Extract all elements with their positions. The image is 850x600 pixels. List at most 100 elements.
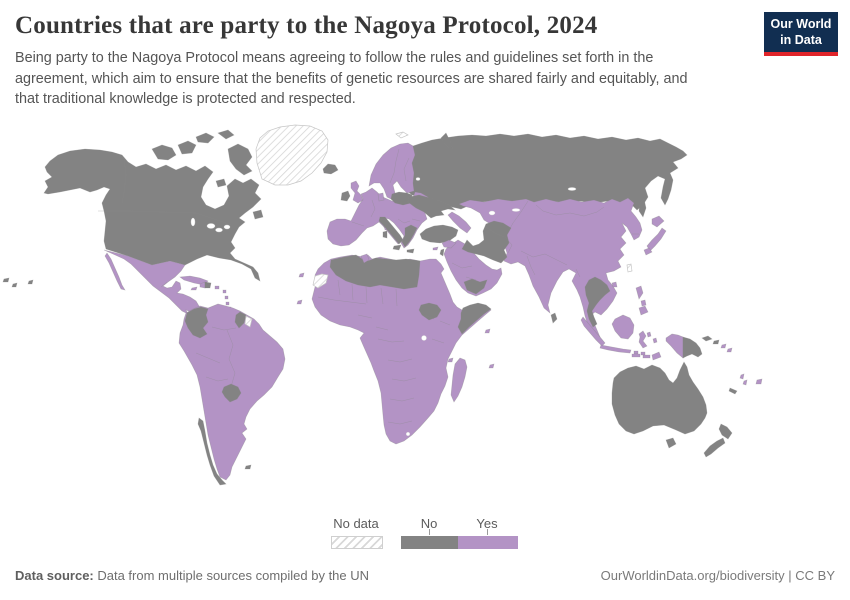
country-border-line — [389, 148, 410, 184]
region-hawaii[interactable] — [2, 277, 34, 288]
chart-subtitle: Being party to the Nagoya Protocol means… — [15, 50, 688, 108]
data-source-note: Data source: Data from multiple sources … — [15, 568, 369, 583]
region-hispaniola-east[interactable] — [204, 281, 212, 289]
region-bali[interactable] — [633, 350, 639, 355]
region-japan-honshu[interactable] — [646, 227, 667, 252]
region-paraguay[interactable] — [221, 383, 242, 403]
region-denmark[interactable] — [377, 192, 385, 202]
data-source-label: Data source: — [15, 568, 94, 583]
region-iceland[interactable] — [322, 163, 339, 175]
region-novaya-zemlya[interactable] — [440, 132, 454, 150]
region-timor[interactable] — [651, 351, 662, 361]
region-mauritius[interactable] — [488, 363, 495, 369]
region-scandinavia[interactable] — [368, 142, 416, 201]
region-philippines-visayas[interactable] — [640, 299, 647, 307]
region-yemen[interactable] — [463, 278, 488, 295]
region-new-caledonia[interactable] — [728, 387, 738, 395]
region-vanuatu[interactable] — [739, 373, 748, 386]
region-new-guinea-west[interactable] — [665, 333, 684, 359]
region-baja-california[interactable] — [104, 252, 126, 291]
region-chile[interactable] — [197, 417, 227, 486]
region-philippines-mindanao[interactable] — [638, 305, 649, 316]
legend-tick — [429, 529, 430, 535]
region-australia[interactable] — [611, 361, 708, 435]
region-borneo[interactable] — [611, 314, 635, 340]
region-lesser-antilles[interactable] — [222, 289, 232, 311]
region-sardinia[interactable] — [382, 230, 388, 239]
region-java[interactable] — [599, 344, 632, 354]
region-russia[interactable] — [394, 133, 688, 211]
region-hainan[interactable] — [611, 281, 618, 288]
region-sicily[interactable] — [392, 244, 402, 251]
region-jamaica[interactable] — [190, 286, 198, 291]
region-tasmania[interactable] — [665, 437, 677, 449]
region-madagascar[interactable] — [450, 357, 468, 403]
region-greenland[interactable] — [255, 124, 329, 186]
region-lombok[interactable] — [640, 351, 646, 356]
region-caucasus[interactable] — [447, 211, 472, 234]
legend-swatch-yes[interactable] — [458, 536, 518, 549]
lake-great-lakes — [223, 224, 231, 230]
region-solomon-islands[interactable] — [720, 343, 733, 353]
region-thailand-laos[interactable] — [584, 276, 611, 328]
lake-great-lakes — [206, 223, 216, 229]
legend-swatch-no-data[interactable] — [331, 536, 383, 549]
country-border-line — [317, 296, 367, 305]
credit-link[interactable]: OurWorldinData.org/biodiversity | CC BY — [600, 568, 835, 583]
region-fiji[interactable] — [755, 378, 763, 385]
region-guyana[interactable] — [234, 311, 247, 329]
logo-line-1: Our World — [770, 17, 832, 31]
region-ukraine[interactable] — [407, 194, 457, 219]
region-new-britain[interactable] — [701, 335, 720, 345]
region-sri-lanka[interactable] — [550, 312, 558, 324]
region-taiwan[interactable] — [626, 263, 633, 273]
region-africa[interactable] — [311, 254, 492, 445]
country-border-line — [160, 281, 168, 288]
region-somalia[interactable] — [457, 302, 492, 335]
region-new-zealand-south[interactable] — [703, 437, 726, 458]
region-iran-turkmenistan[interactable] — [461, 220, 512, 264]
region-greece[interactable] — [401, 224, 418, 248]
region-philippines-luzon[interactable] — [635, 285, 644, 300]
region-italy[interactable] — [378, 216, 404, 245]
region-israel[interactable] — [439, 248, 445, 257]
owid-logo: Our World in Data — [764, 12, 838, 57]
region-western-sahara[interactable] — [312, 273, 329, 289]
region-ireland[interactable] — [340, 190, 351, 202]
region-tunisia[interactable] — [360, 253, 370, 264]
region-comoros[interactable] — [447, 357, 454, 363]
region-syria[interactable] — [441, 239, 457, 249]
region-cyprus[interactable] — [432, 246, 439, 251]
legend-label-no: No — [420, 516, 438, 531]
region-svalbard[interactable] — [395, 131, 409, 139]
region-japan-hokkaido[interactable] — [651, 215, 665, 228]
legend-swatch-no[interactable] — [401, 536, 458, 549]
region-arctic-islands[interactable] — [151, 129, 264, 220]
region-north-america[interactable] — [43, 148, 262, 282]
region-crete[interactable] — [406, 248, 415, 254]
region-papua-new-guinea[interactable] — [682, 336, 703, 359]
region-turkey[interactable] — [419, 224, 459, 244]
region-cape-verde[interactable] — [296, 299, 303, 305]
region-puerto-rico[interactable] — [214, 285, 220, 290]
region-moluccas[interactable] — [646, 331, 658, 344]
region-south-sudan[interactable] — [418, 302, 442, 321]
lake-baikal — [567, 187, 577, 191]
lake-great-lakes — [215, 227, 223, 233]
region-suriname[interactable] — [244, 315, 253, 328]
region-falkland-islands[interactable] — [244, 464, 252, 470]
country-border-line — [535, 204, 605, 217]
region-japan-kyushu[interactable] — [643, 247, 653, 256]
region-canary-islands[interactable] — [298, 272, 305, 278]
region-lesser-sunda[interactable] — [631, 353, 651, 359]
region-sulawesi[interactable] — [638, 330, 648, 349]
region-mexico-central-america[interactable] — [103, 249, 200, 315]
region-united-kingdom[interactable] — [350, 180, 364, 204]
lake-winnipeg — [190, 217, 196, 227]
region-sakhalin[interactable] — [638, 198, 647, 218]
region-seychelles[interactable] — [484, 328, 491, 334]
region-new-zealand-north[interactable] — [718, 423, 733, 440]
region-lesotho — [406, 432, 411, 437]
region-colombia[interactable] — [184, 306, 209, 339]
